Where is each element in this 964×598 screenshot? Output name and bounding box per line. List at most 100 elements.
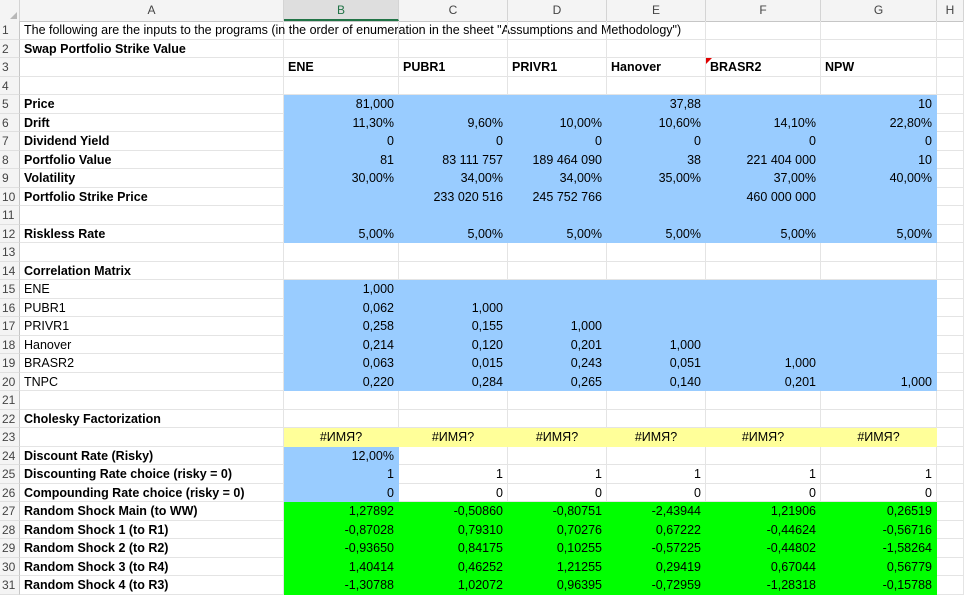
cell-a18[interactable]: Hanover <box>20 335 284 354</box>
cell-b1[interactable] <box>284 21 399 40</box>
row-header[interactable]: 28 <box>0 520 20 539</box>
cell-f18[interactable] <box>706 335 821 354</box>
cell-d1[interactable] <box>508 21 607 40</box>
cell-b15[interactable]: 1,000 <box>284 280 399 299</box>
cell-f2[interactable] <box>706 39 821 58</box>
cell-a4[interactable] <box>20 76 284 95</box>
cell-h5[interactable] <box>937 95 964 114</box>
cell-h13[interactable] <box>937 243 964 262</box>
cell-c17[interactable]: 0,155 <box>399 317 508 336</box>
cell-h9[interactable] <box>937 169 964 188</box>
cell-a24[interactable]: Discount Rate (Risky) <box>20 446 284 465</box>
column-header-b[interactable]: B <box>284 0 399 21</box>
cell-b12[interactable]: 5,00% <box>284 224 399 243</box>
cell-f28[interactable]: -0,44624 <box>706 520 821 539</box>
cell-h29[interactable] <box>937 539 964 558</box>
cell-d8[interactable]: 189 464 090 <box>508 150 607 169</box>
cell-g25[interactable]: 1 <box>821 465 937 484</box>
cell-g20[interactable]: 1,000 <box>821 372 937 391</box>
cell-d14[interactable] <box>508 261 607 280</box>
row-header[interactable]: 12 <box>0 224 20 243</box>
cell-d30[interactable]: 1,21255 <box>508 557 607 576</box>
row-header[interactable]: 17 <box>0 317 20 336</box>
row-header[interactable]: 25 <box>0 465 20 484</box>
cell-g2[interactable] <box>821 39 937 58</box>
row-header[interactable]: 26 <box>0 483 20 502</box>
cell-b8[interactable]: 81 <box>284 150 399 169</box>
cell-a22[interactable]: Cholesky Factorization <box>20 409 284 428</box>
cell-b19[interactable]: 0,063 <box>284 354 399 373</box>
cell-e1[interactable] <box>607 21 706 40</box>
cell-d28[interactable]: 0,70276 <box>508 520 607 539</box>
cell-a7[interactable]: Dividend Yield <box>20 132 284 151</box>
cell-a26[interactable]: Compounding Rate choice (risky = 0) <box>20 483 284 502</box>
row-header[interactable]: 6 <box>0 113 20 132</box>
cell-d18[interactable]: 0,201 <box>508 335 607 354</box>
row-header[interactable]: 15 <box>0 280 20 299</box>
cell-e7[interactable]: 0 <box>607 132 706 151</box>
cell-a28[interactable]: Random Shock 1 (to R1) <box>20 520 284 539</box>
select-all-corner[interactable] <box>0 0 20 21</box>
cell-b23[interactable]: #ИМЯ? <box>284 428 399 447</box>
cell-f26[interactable]: 0 <box>706 483 821 502</box>
cell-c29[interactable]: 0,84175 <box>399 539 508 558</box>
cell-f17[interactable] <box>706 317 821 336</box>
cell-g10[interactable] <box>821 187 937 206</box>
cell-c4[interactable] <box>399 76 508 95</box>
cell-d16[interactable] <box>508 298 607 317</box>
cell-e21[interactable] <box>607 391 706 410</box>
cell-b30[interactable]: 1,40414 <box>284 557 399 576</box>
cell-e8[interactable]: 38 <box>607 150 706 169</box>
cell-a5[interactable]: Price <box>20 95 284 114</box>
column-header-g[interactable]: G <box>821 0 937 21</box>
cell-f22[interactable] <box>706 409 821 428</box>
cell-c24[interactable] <box>399 446 508 465</box>
cell-h20[interactable] <box>937 372 964 391</box>
cell-g17[interactable] <box>821 317 937 336</box>
cell-c19[interactable]: 0,015 <box>399 354 508 373</box>
cell-b28[interactable]: -0,87028 <box>284 520 399 539</box>
cell-e18[interactable]: 1,000 <box>607 335 706 354</box>
column-header-d[interactable]: D <box>508 0 607 21</box>
cell-a9[interactable]: Volatility <box>20 169 284 188</box>
cell-c27[interactable]: -0,50860 <box>399 502 508 521</box>
cell-c20[interactable]: 0,284 <box>399 372 508 391</box>
cell-h2[interactable] <box>937 39 964 58</box>
column-header-f[interactable]: F <box>706 0 821 21</box>
cell-c18[interactable]: 0,120 <box>399 335 508 354</box>
cell-d15[interactable] <box>508 280 607 299</box>
cell-g8[interactable]: 10 <box>821 150 937 169</box>
cell-a2[interactable]: Swap Portfolio Strike Value <box>20 39 284 58</box>
cell-b26[interactable]: 0 <box>284 483 399 502</box>
cell-a1[interactable]: The following are the inputs to the prog… <box>20 21 681 40</box>
cell-d23[interactable]: #ИМЯ? <box>508 428 607 447</box>
cell-e17[interactable] <box>607 317 706 336</box>
cell-h1[interactable] <box>937 21 964 40</box>
cell-c26[interactable]: 0 <box>399 483 508 502</box>
cell-b6[interactable]: 11,30% <box>284 113 399 132</box>
cell-c9[interactable]: 34,00% <box>399 169 508 188</box>
cell-b27[interactable]: 1,27892 <box>284 502 399 521</box>
cell-e10[interactable] <box>607 187 706 206</box>
cell-h14[interactable] <box>937 261 964 280</box>
cell-f31[interactable]: -1,28318 <box>706 576 821 595</box>
cell-b16[interactable]: 0,062 <box>284 298 399 317</box>
cell-h25[interactable] <box>937 465 964 484</box>
cell-a6[interactable]: Drift <box>20 113 284 132</box>
cell-d5[interactable] <box>508 95 607 114</box>
cell-h26[interactable] <box>937 483 964 502</box>
cell-f5[interactable] <box>706 95 821 114</box>
cell-g14[interactable] <box>821 261 937 280</box>
cell-d3[interactable]: PRIVR1 <box>508 58 607 77</box>
cell-a23[interactable] <box>20 428 284 447</box>
cell-h23[interactable] <box>937 428 964 447</box>
column-header-a[interactable]: A <box>20 0 284 21</box>
cell-e9[interactable]: 35,00% <box>607 169 706 188</box>
column-header-e[interactable]: E <box>607 0 706 21</box>
cell-h18[interactable] <box>937 335 964 354</box>
cell-b21[interactable] <box>284 391 399 410</box>
cell-b24[interactable]: 12,00% <box>284 446 399 465</box>
cell-e27[interactable]: -2,43944 <box>607 502 706 521</box>
row-header[interactable]: 2 <box>0 39 20 58</box>
row-header[interactable]: 4 <box>0 76 20 95</box>
